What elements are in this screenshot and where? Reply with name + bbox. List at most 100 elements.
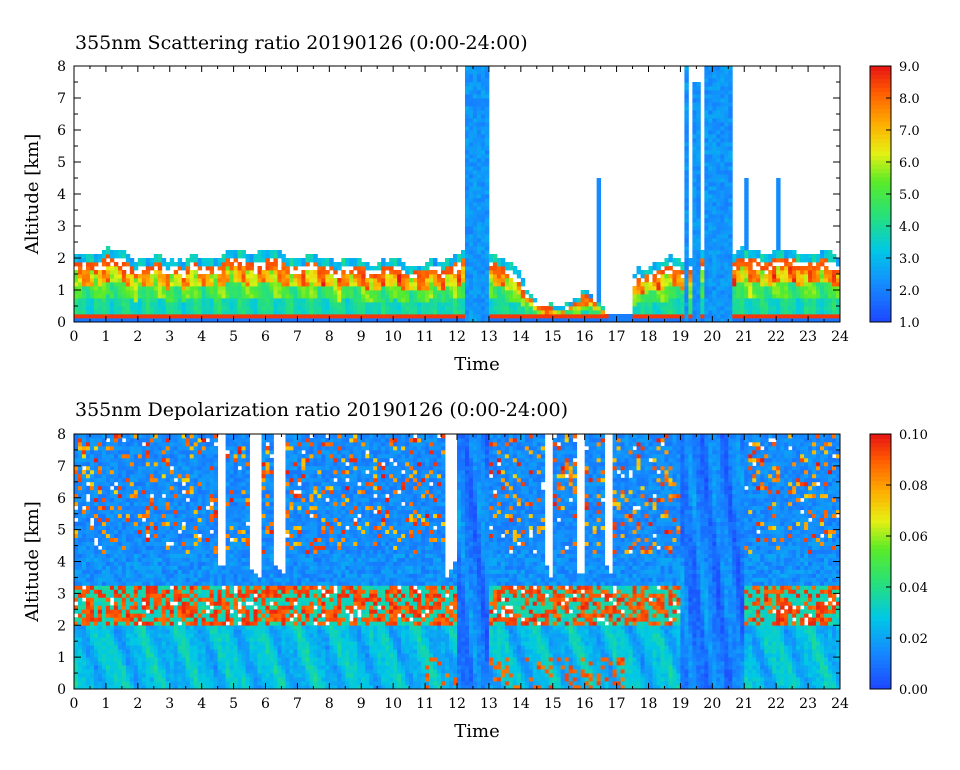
heatmap-cell: [716, 286, 721, 291]
heatmap-cell: [101, 633, 107, 638]
heatmap-cell: [728, 138, 733, 143]
heatmap-cell: [728, 254, 733, 259]
heatmap-cell: [484, 118, 490, 123]
heatmap-cell: [768, 302, 773, 307]
colorbar-swatch: [870, 151, 891, 156]
heatmap-cell: [77, 653, 83, 658]
heatmap-cell: [488, 258, 494, 263]
heatmap-cell: [520, 282, 526, 287]
heatmap-cell: [149, 633, 155, 638]
heatmap-cell: [329, 278, 334, 283]
heatmap-cell: [736, 286, 741, 291]
heatmap-cell: [93, 489, 99, 495]
heatmap-cell: [720, 114, 725, 119]
heatmap-cell: [113, 290, 119, 295]
heatmap-cell: [433, 258, 438, 263]
heatmap-cell: [101, 513, 107, 519]
heatmap-cell: [672, 310, 677, 315]
heatmap-cell: [265, 282, 270, 287]
heatmap-cell: [696, 98, 701, 103]
heatmap-cell: [445, 306, 450, 311]
heatmap-cell: [277, 294, 282, 299]
heatmap-cell: [273, 298, 278, 303]
heatmap-cell: [488, 294, 494, 299]
heatmap-cell: [724, 306, 729, 311]
heatmap-cell: [740, 318, 745, 323]
heatmap-cell: [117, 553, 123, 558]
heatmap-cell: [796, 286, 801, 291]
heatmap-cell: [700, 282, 705, 287]
heatmap-cell: [484, 310, 490, 315]
heatmap-cell: [101, 282, 107, 287]
heatmap-cell: [133, 597, 139, 602]
heatmap-cell: [117, 314, 123, 319]
heatmap-cell: [704, 118, 709, 123]
heatmap-cell: [341, 302, 346, 307]
heatmap-cell: [768, 294, 773, 299]
heatmap-cell: [125, 477, 131, 483]
heatmap-cell: [165, 266, 171, 271]
heatmap-cell: [285, 266, 290, 271]
heatmap-cell: [129, 609, 135, 614]
heatmap-cell: [644, 294, 649, 299]
heatmap-cell: [189, 254, 195, 259]
heatmap-cell: [353, 258, 358, 263]
heatmap-cell: [81, 665, 87, 670]
heatmap-cell: [97, 286, 103, 291]
heatmap-cell: [105, 250, 111, 255]
heatmap-cell: [720, 94, 725, 99]
heatmap-cell: [129, 513, 135, 519]
heatmap-cell: [660, 278, 665, 283]
heatmap-cell: [93, 669, 99, 674]
heatmap-cell: [760, 298, 765, 303]
heatmap-cell: [708, 126, 713, 131]
heatmap-cell: [269, 250, 274, 255]
heatmap-cell: [85, 266, 91, 271]
heatmap-cell: [552, 318, 558, 323]
heatmap-cell: [596, 234, 602, 239]
heatmap-cell: [93, 657, 99, 662]
heatmap-cell: [820, 290, 825, 295]
heatmap-cell: [692, 194, 697, 199]
heatmap-cell: [421, 294, 426, 299]
heatmap-cell: [688, 270, 693, 275]
heatmap-cell: [700, 262, 705, 267]
heatmap-cell: [101, 553, 107, 558]
heatmap-cell: [157, 282, 163, 287]
heatmap-cell: [660, 306, 665, 311]
heatmap-cell: [113, 597, 119, 602]
heatmap-cell: [464, 238, 470, 243]
heatmap-cell: [476, 298, 482, 303]
colorbar-swatch: [870, 300, 891, 306]
heatmap-cell: [476, 142, 482, 147]
heatmap-cell: [125, 457, 131, 463]
heatmap-cell: [97, 477, 103, 483]
heatmap-cell: [225, 278, 230, 283]
heatmap-cell: [249, 262, 254, 267]
heatmap-cell: [109, 465, 115, 471]
heatmap-cell: [648, 314, 653, 319]
heatmap-cell: [417, 310, 422, 315]
heatmap-cell: [233, 274, 238, 279]
heatmap-cell: [141, 437, 147, 443]
heatmap-cell: [640, 302, 645, 307]
heatmap-cell: [89, 677, 95, 682]
heatmap-cell: [161, 258, 167, 263]
heatmap-cell: [149, 505, 155, 511]
heatmap-cell: [105, 601, 111, 606]
heatmap-cell: [74, 541, 79, 546]
heatmap-cell: [832, 290, 837, 295]
heatmap-cell: [381, 266, 386, 271]
heatmap-cell: [213, 262, 219, 267]
heatmap-cell: [760, 282, 765, 287]
heatmap-cell: [101, 629, 107, 634]
heatmap-cell: [724, 110, 729, 115]
heatmap-cell: [281, 262, 286, 267]
heatmap-cell: [265, 290, 270, 295]
heatmap-cell: [145, 521, 151, 527]
heatmap-cell: [776, 190, 781, 195]
heatmap-cell: [389, 302, 394, 307]
heatmap-cell: [508, 318, 514, 323]
heatmap-cell: [796, 254, 801, 259]
heatmap-cell: [201, 262, 207, 267]
